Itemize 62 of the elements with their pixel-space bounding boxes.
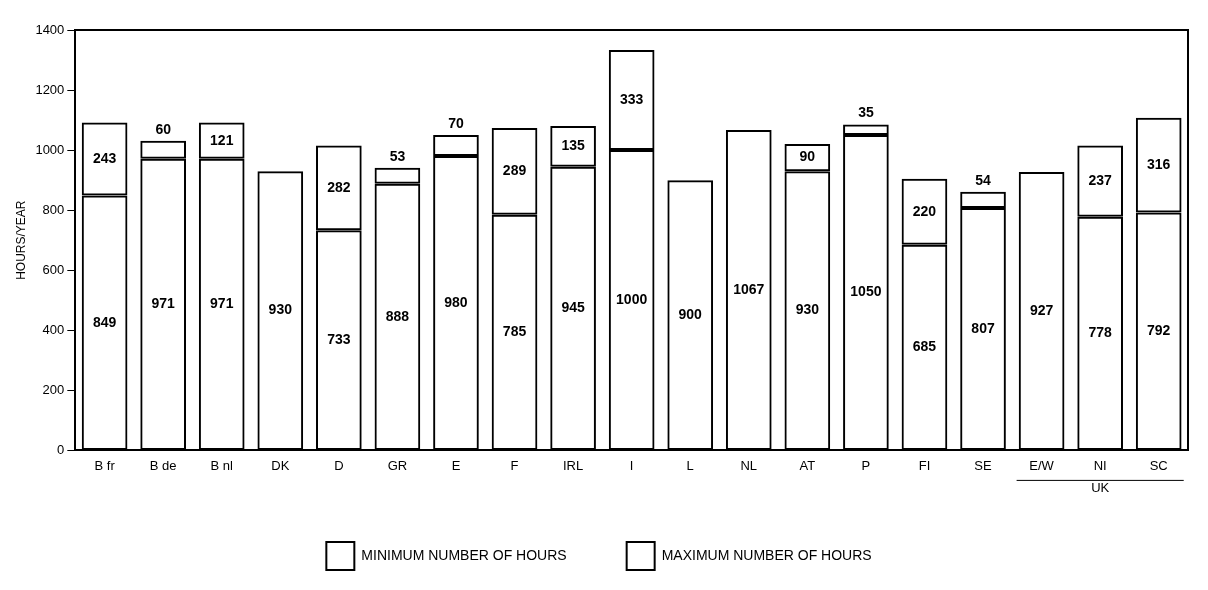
x-tick-label: B nl <box>210 457 234 473</box>
data-label: 849 <box>92 313 117 330</box>
data-label: 980 <box>444 293 468 310</box>
data-label: 785 <box>502 323 527 340</box>
data-label: 930 <box>268 301 293 318</box>
data-label: 888 <box>385 307 410 324</box>
x-tick-label: NI <box>1093 457 1107 473</box>
data-label: 237 <box>1088 172 1113 189</box>
y-axis-title: HOURS/YEAR <box>13 200 28 280</box>
x-tick-label: AT <box>799 457 816 473</box>
data-label: 930 <box>795 301 820 318</box>
x-tick-label: E <box>451 457 461 473</box>
data-label: 282 <box>327 178 351 195</box>
x-tick-label: FI <box>918 457 931 473</box>
x-tick-label: NL <box>740 457 758 473</box>
legend-label: MAXIMUM NUMBER OF HOURS <box>661 546 872 563</box>
y-tick-label: 400 <box>42 321 65 337</box>
y-tick-label: 1200 <box>35 81 65 97</box>
data-label: 685 <box>912 338 937 355</box>
y-tick-label: 1000 <box>35 141 65 157</box>
data-label: 1067 <box>733 280 765 297</box>
y-tick-label: 800 <box>42 201 65 217</box>
data-label: 927 <box>1029 301 1054 318</box>
data-label: 1050 <box>850 283 882 300</box>
data-label: 945 <box>561 299 585 316</box>
data-label: 733 <box>327 330 351 347</box>
y-tick-label: 1400 <box>35 21 65 37</box>
x-tick-label: GR <box>387 457 408 473</box>
data-label: 70 <box>448 114 464 131</box>
x-tick-label: F <box>510 457 519 473</box>
data-label: 316 <box>1147 155 1171 172</box>
y-tick-label: 600 <box>42 261 65 277</box>
x-tick-label: B fr <box>94 457 116 473</box>
y-tick-label: 200 <box>42 381 65 397</box>
text: UK <box>1091 480 1110 496</box>
data-label: 60 <box>155 120 172 137</box>
data-label: 289 <box>502 162 527 179</box>
x-tick-label: SC <box>1149 457 1168 473</box>
data-label: 778 <box>1088 324 1113 341</box>
legend-label: MINIMUM NUMBER OF HOURS <box>361 546 567 563</box>
data-label: 54 <box>975 171 992 188</box>
x-tick-label: IRL <box>562 457 584 473</box>
data-label: 792 <box>1147 322 1171 339</box>
data-label: 971 <box>210 295 234 312</box>
x-tick-label: E/W <box>1029 457 1055 473</box>
data-label: 900 <box>678 305 703 322</box>
x-tick-label: SE <box>974 457 993 473</box>
y-tick-label: 0 <box>57 441 65 457</box>
x-tick-label: P <box>861 457 871 473</box>
data-label: 35 <box>858 104 874 121</box>
data-label: 220 <box>912 202 937 219</box>
data-label: 807 <box>971 319 995 336</box>
data-label: 333 <box>619 90 644 107</box>
x-tick-label: DK <box>271 457 290 473</box>
x-tick-label: L <box>686 457 694 473</box>
x-tick-label: D <box>334 457 344 473</box>
data-label: 243 <box>92 149 117 166</box>
data-label: 53 <box>389 147 406 164</box>
x-tick-label: I <box>629 457 634 473</box>
data-label: 971 <box>151 295 176 312</box>
data-label: 1000 <box>616 290 648 307</box>
x-tick-label: B de <box>149 457 177 473</box>
